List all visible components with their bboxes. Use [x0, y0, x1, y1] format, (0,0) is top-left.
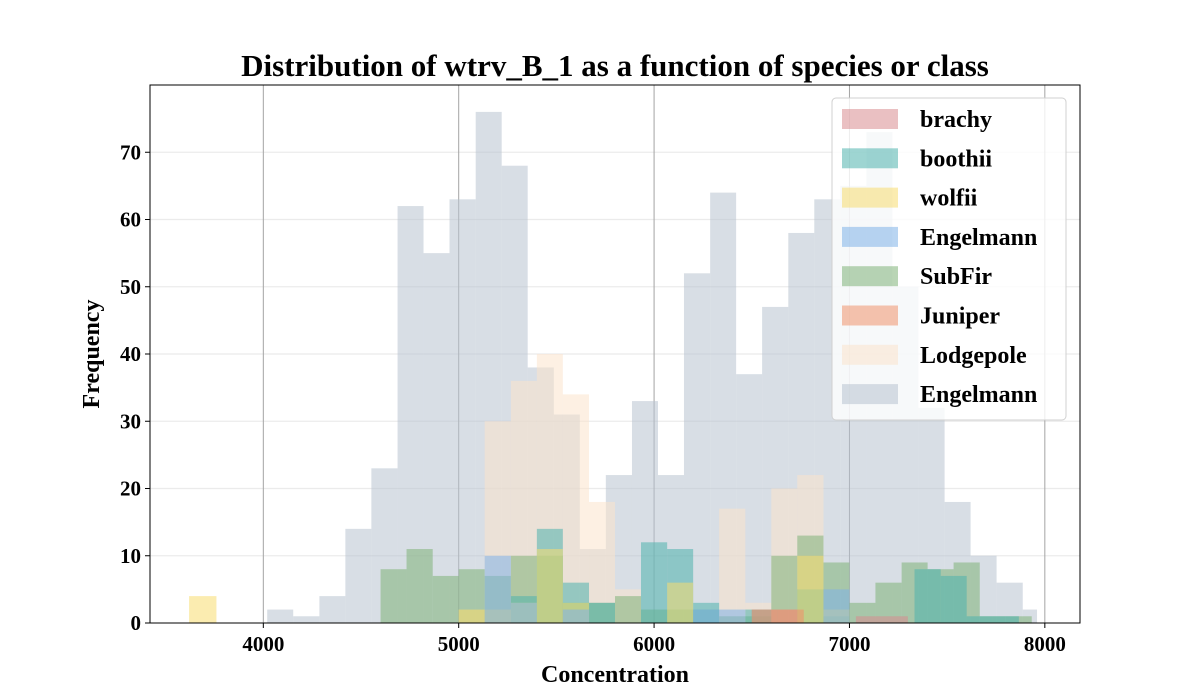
- y-tick-label: 70: [120, 140, 141, 164]
- legend: brachy boothii wolfii Engelmann SubFir Junipe…: [831, 97, 1067, 421]
- histogram-bar: [966, 616, 993, 623]
- histogram-bar: [693, 609, 720, 623]
- x-axis-label: Concentration: [541, 662, 689, 688]
- y-tick-label: 20: [120, 477, 141, 501]
- histogram-bar: [345, 528, 372, 623]
- legend-swatch: [842, 226, 898, 247]
- histogram-bar: [536, 549, 563, 623]
- legend-box: [831, 97, 1067, 421]
- histogram-bar: [881, 616, 908, 623]
- histogram-bar: [319, 596, 346, 623]
- legend-swatch: [842, 148, 898, 169]
- histogram-bar: [667, 582, 694, 623]
- y-tick-label: 40: [120, 342, 141, 366]
- x-tick-label: 6000: [633, 632, 675, 656]
- histogram-bar: [458, 609, 485, 623]
- legend-entry-label: Juniper: [920, 304, 1000, 330]
- legend-swatch: [842, 187, 898, 208]
- y-tick-label: 0: [131, 611, 142, 635]
- histogram-bar: [777, 609, 804, 623]
- legend-entry-label: Engelmann: [920, 225, 1037, 251]
- histogram-bar: [432, 575, 459, 623]
- histogram-bar: [992, 616, 1019, 623]
- histogram-bar: [615, 596, 641, 623]
- y-tick-label: 30: [120, 409, 141, 433]
- chart-title: Distribution of wtrv_B_1 as a function o…: [241, 48, 989, 83]
- x-tick-label: 4000: [242, 632, 284, 656]
- legend-swatch: [842, 384, 898, 405]
- histogram-bar: [751, 609, 778, 623]
- x-tick-label: 5000: [438, 632, 480, 656]
- series-3: [484, 555, 850, 623]
- histogram-bar: [719, 609, 746, 623]
- histogram-bar: [589, 602, 615, 623]
- histogram-bar: [940, 575, 967, 623]
- legend-entry-label: Lodgepole: [920, 343, 1027, 369]
- legend-entry-label: brachy: [920, 107, 992, 133]
- histogram-bar: [267, 609, 294, 623]
- y-tick-label: 60: [120, 208, 141, 232]
- x-tick-label: 7000: [828, 632, 870, 656]
- histogram-bar: [406, 549, 433, 623]
- legend-entry-label: Engelmann: [920, 382, 1037, 408]
- legend-entry-label: SubFir: [920, 264, 992, 290]
- series-5: [751, 609, 804, 623]
- histogram-bar: [562, 609, 590, 623]
- histogram-bar: [719, 508, 746, 623]
- histogram-bar: [640, 542, 668, 623]
- histogram-bar: [449, 199, 476, 623]
- y-tick-label: 50: [120, 275, 141, 299]
- y-tick-label: 10: [120, 544, 141, 568]
- histogram-bar: [855, 616, 882, 623]
- legend-swatch: [842, 266, 898, 287]
- legend-swatch: [842, 305, 898, 326]
- histogram-bar: [914, 569, 941, 623]
- histogram-bar: [380, 569, 407, 623]
- histogram-bar: [484, 555, 511, 623]
- histogram-bar: [189, 596, 217, 623]
- histogram-bar: [823, 589, 850, 623]
- legend-swatch: [842, 344, 898, 365]
- x-tick-label: 8000: [1024, 632, 1066, 656]
- legend-entry-label: boothii: [920, 146, 992, 172]
- y-axis-label: Frequency: [79, 300, 105, 409]
- legend-swatch: [842, 109, 898, 129]
- histogram-bar: [510, 602, 537, 623]
- axis-ticks: 4000 5000 6000 7000 8000 0 10 20 30 40 50 60 70: [120, 140, 1066, 656]
- legend-entry-label: wolfii: [920, 186, 978, 212]
- histogram-bar: [293, 616, 320, 623]
